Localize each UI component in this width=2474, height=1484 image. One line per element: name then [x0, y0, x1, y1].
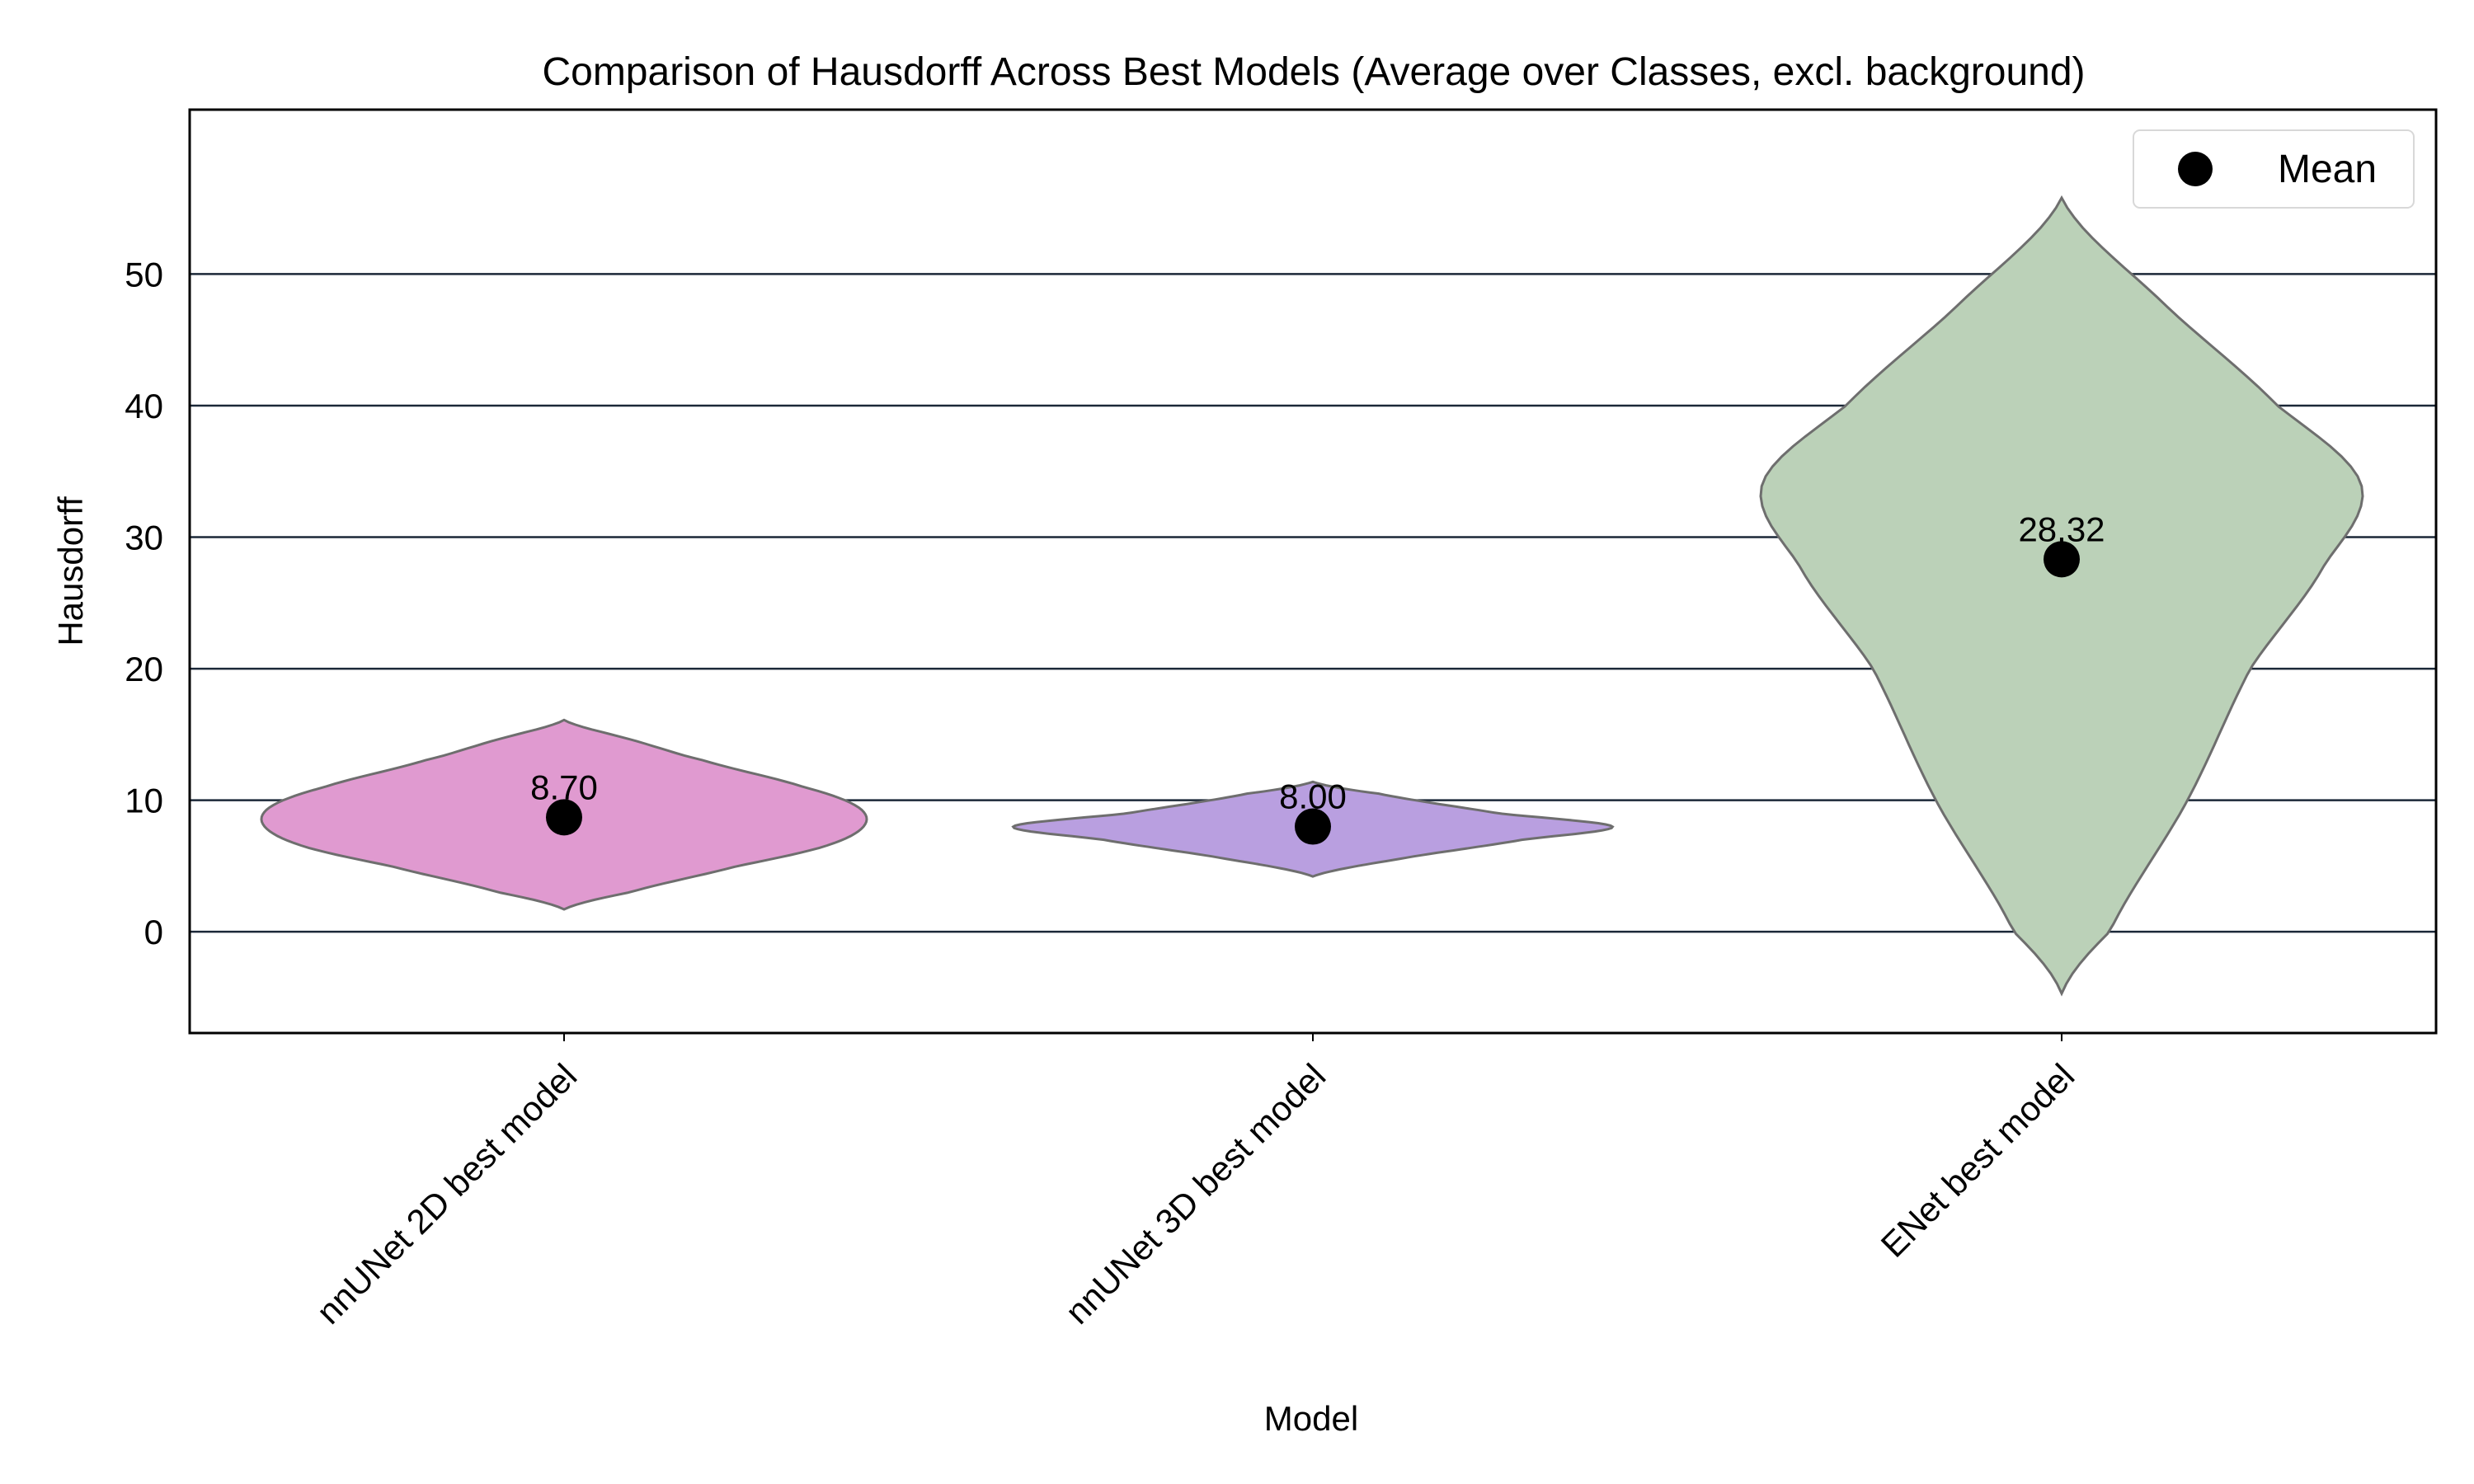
y-tick-label: 30 — [125, 519, 163, 557]
legend: Mean — [2133, 129, 2415, 209]
chart-title: Comparison of Hausdorff Across Best Mode… — [542, 50, 2085, 94]
x-tick-label: nnUNet 3D best model — [1058, 1056, 1333, 1331]
y-tick-label: 0 — [144, 913, 163, 951]
x-tick-label: ENet best model — [1874, 1056, 2082, 1265]
mean-value-label: 28.32 — [2018, 510, 2105, 548]
violins — [260, 195, 2364, 997]
mean-marker — [1295, 808, 1331, 845]
legend-label-mean: Mean — [2278, 148, 2377, 191]
y-axis-label: Hausdorff — [51, 496, 90, 646]
legend-mean-marker — [2178, 152, 2213, 186]
y-tick-label: 20 — [125, 650, 163, 688]
mean-value-label: 8.70 — [530, 768, 598, 806]
x-tick-label: nnUNet 2D best model — [309, 1056, 585, 1331]
y-tick-label: 10 — [125, 782, 163, 820]
x-axis-label: Model — [1264, 1399, 1358, 1438]
x-axis-ticks: nnUNet 2D best model nnUNet 3D best model… — [309, 1033, 2082, 1331]
y-axis-ticks: 0 10 20 30 40 50 — [125, 255, 163, 951]
mean-markers: 8.70 8.00 28.32 — [530, 510, 2105, 845]
mean-marker — [546, 799, 582, 836]
mean-value-label: 8.00 — [1279, 777, 1347, 816]
mean-marker — [2044, 541, 2080, 578]
violin-3 — [1759, 195, 2364, 997]
y-tick-label: 50 — [125, 255, 163, 294]
legend-box — [2133, 129, 2415, 209]
y-tick-label: 40 — [125, 387, 163, 425]
